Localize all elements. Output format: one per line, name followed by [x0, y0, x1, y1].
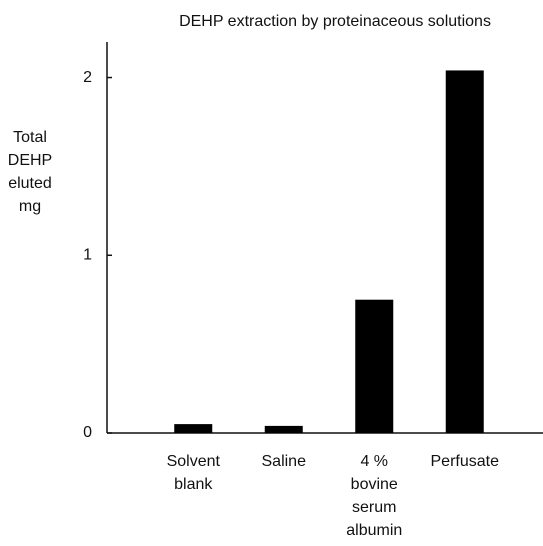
x-tick-label: Solvent blank [166, 453, 220, 493]
y-tick-label: 0 [83, 424, 92, 441]
y-tick-label: 2 [83, 69, 92, 86]
x-tick-label: 4 % bovine serum albumin [346, 453, 403, 539]
bar [264, 425, 303, 433]
bar [174, 424, 213, 433]
bar [355, 299, 394, 433]
y-tick-label: 1 [83, 246, 92, 263]
y-axis-label: Total DEHP eluted mg [7, 129, 53, 215]
x-tick-label: Perfusate [430, 453, 499, 470]
x-tick-label: Saline [261, 453, 306, 470]
bar [445, 70, 484, 433]
chart-title: DEHP extraction by proteinaceous solutio… [179, 13, 491, 30]
